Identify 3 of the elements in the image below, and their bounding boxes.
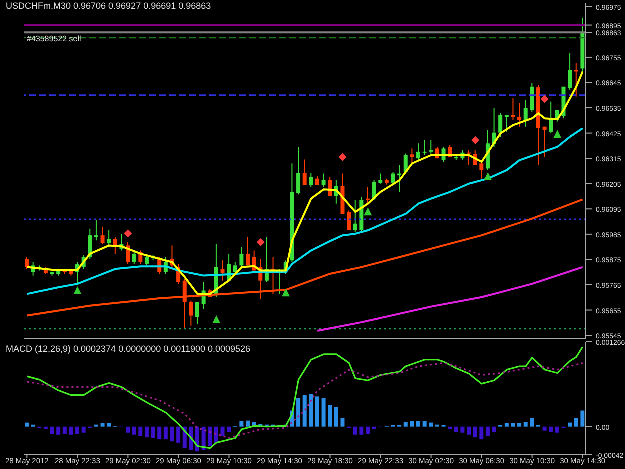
chart-title: USDCHFm,M30 0.96706 0.96927 0.96691 0.96863 — [6, 1, 212, 11]
ref-line-label: #43589522 sell — [27, 34, 82, 44]
chart-title: MACD (12,26,9) 0.0002374 0.0000000 0.0011900 0.0009526 — [6, 344, 251, 354]
